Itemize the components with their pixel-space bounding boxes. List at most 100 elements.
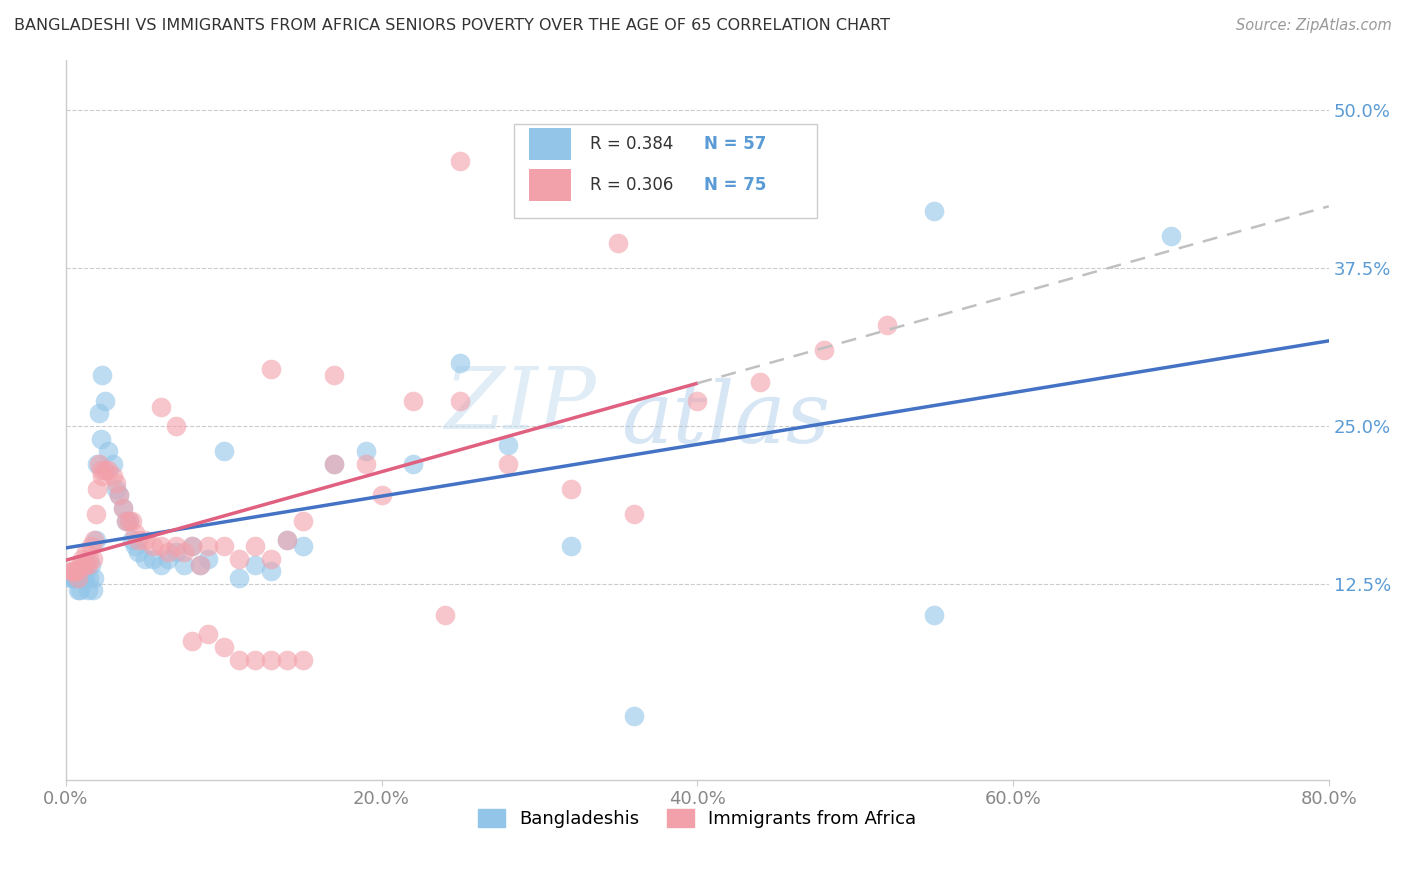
Point — [75, 558, 97, 572]
Point — [69, 583, 91, 598]
Point — [83, 570, 105, 584]
Point — [496, 438, 519, 452]
FancyBboxPatch shape — [529, 169, 571, 202]
Point — [197, 539, 219, 553]
Text: N = 57: N = 57 — [703, 135, 766, 153]
Point — [59, 564, 82, 578]
Point — [245, 558, 267, 572]
Point — [245, 652, 267, 666]
Point — [111, 501, 134, 516]
Point — [165, 545, 187, 559]
Point — [181, 633, 204, 648]
Point — [134, 551, 156, 566]
Point — [67, 583, 90, 598]
Point — [62, 564, 84, 578]
Point — [73, 558, 96, 572]
Point — [260, 564, 283, 578]
Point — [1160, 229, 1182, 244]
Point — [749, 375, 772, 389]
Point — [323, 368, 346, 383]
Text: R = 0.306: R = 0.306 — [591, 176, 673, 194]
Point — [402, 393, 425, 408]
Text: N = 75: N = 75 — [703, 176, 766, 194]
Point — [94, 393, 117, 408]
Point — [276, 652, 298, 666]
Point — [127, 533, 149, 547]
Point — [197, 551, 219, 566]
Legend: Bangladeshis, Immigrants from Africa: Bangladeshis, Immigrants from Africa — [471, 802, 924, 836]
Point — [496, 457, 519, 471]
Point — [101, 457, 124, 471]
Point — [149, 400, 172, 414]
Point — [111, 501, 134, 516]
Point — [87, 406, 110, 420]
Point — [75, 545, 97, 559]
Point — [354, 457, 377, 471]
Point — [124, 526, 146, 541]
Point — [124, 539, 146, 553]
Point — [228, 551, 250, 566]
Point — [60, 564, 83, 578]
Point — [142, 539, 165, 553]
Point — [60, 570, 83, 584]
Point — [91, 469, 114, 483]
Point — [142, 551, 165, 566]
Text: Source: ZipAtlas.com: Source: ZipAtlas.com — [1236, 18, 1392, 33]
Point — [97, 463, 120, 477]
Text: atlas: atlas — [621, 378, 831, 461]
Point — [101, 469, 124, 483]
Point — [66, 564, 89, 578]
Point — [86, 457, 108, 471]
Point — [114, 514, 136, 528]
Point — [370, 488, 392, 502]
Point — [560, 539, 582, 553]
Point — [876, 318, 898, 332]
Point — [134, 533, 156, 547]
Point — [323, 457, 346, 471]
Point — [922, 608, 945, 623]
Point — [245, 539, 267, 553]
Point — [84, 508, 107, 522]
FancyBboxPatch shape — [515, 124, 817, 218]
Point — [623, 709, 645, 723]
Point — [70, 551, 93, 566]
Point — [59, 570, 82, 584]
Point — [228, 570, 250, 584]
Point — [69, 558, 91, 572]
Point — [157, 551, 180, 566]
Point — [181, 539, 204, 553]
Point — [82, 551, 104, 566]
Point — [149, 558, 172, 572]
Point — [276, 533, 298, 547]
Point — [94, 463, 117, 477]
Point — [276, 533, 298, 547]
Point — [165, 418, 187, 433]
Point — [91, 368, 114, 383]
Point — [291, 514, 314, 528]
Point — [260, 551, 283, 566]
Point — [450, 356, 472, 370]
Point — [686, 393, 709, 408]
Point — [188, 558, 211, 572]
Text: R = 0.384: R = 0.384 — [591, 135, 673, 153]
Point — [105, 482, 128, 496]
Point — [212, 539, 235, 553]
Point — [90, 463, 112, 477]
Point — [212, 640, 235, 654]
Point — [402, 457, 425, 471]
Point — [173, 545, 195, 559]
Point — [90, 432, 112, 446]
Point — [80, 558, 103, 572]
FancyBboxPatch shape — [529, 128, 571, 160]
Point — [97, 444, 120, 458]
Point — [260, 362, 283, 376]
Point — [181, 539, 204, 553]
Text: BANGLADESHI VS IMMIGRANTS FROM AFRICA SENIORS POVERTY OVER THE AGE OF 65 CORRELA: BANGLADESHI VS IMMIGRANTS FROM AFRICA SE… — [14, 18, 890, 33]
Point — [127, 545, 149, 559]
Point — [70, 570, 93, 584]
Point — [121, 514, 143, 528]
Point — [157, 545, 180, 559]
Point — [529, 178, 551, 193]
Point — [66, 570, 89, 584]
Point — [62, 570, 84, 584]
